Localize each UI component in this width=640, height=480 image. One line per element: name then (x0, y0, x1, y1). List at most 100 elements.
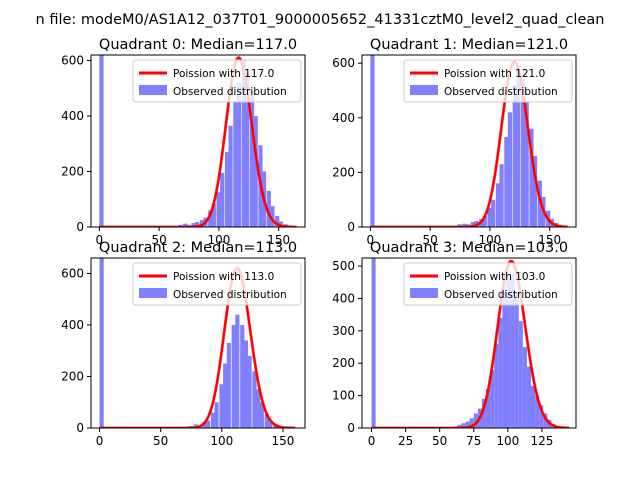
histogram-bar (270, 206, 275, 227)
histogram-bar (264, 413, 269, 428)
y-tick-label: 300 (332, 324, 355, 338)
subplot-title: Quadrant 1: Median=121.0 (370, 37, 568, 53)
histogram-bar (202, 422, 207, 428)
histogram-bar (470, 222, 475, 227)
y-tick-label: 200 (332, 165, 355, 179)
histogram-bar (245, 71, 250, 227)
y-tick-label: 400 (332, 291, 355, 305)
histogram-bar (247, 355, 252, 428)
histogram-bar (481, 398, 487, 428)
histogram-bar (259, 402, 264, 428)
histogram-bar (495, 183, 501, 227)
legend: Poission with 117.0 Observed distribution (132, 59, 302, 103)
subplot-quadrant-3: 0 25 50 75 100 125 0 100 200 300 400 500 Quadrant 3:… (332, 240, 577, 448)
histogram-bar (539, 405, 544, 428)
histogram-bar (99, 55, 104, 227)
legend-entry-poisson: Poission with 117.0 (173, 68, 274, 80)
y-tick-label: 400 (61, 318, 84, 332)
x-tick-label: 0 (368, 434, 376, 448)
legend-frame (403, 262, 573, 306)
legend: Poission with 113.0 Observed distribution (132, 262, 302, 306)
histogram-bar (211, 203, 216, 227)
histogram-bar (228, 125, 233, 227)
legend-entry-observed: Observed distribution (173, 86, 287, 98)
histogram-bar (183, 223, 188, 227)
histogram-bar (219, 384, 224, 428)
y-tick-label: 600 (61, 54, 84, 68)
x-tick-label: 25 (398, 434, 413, 448)
histogram-bar (195, 222, 200, 227)
histogram-bar (498, 317, 503, 428)
histogram-bar (473, 413, 478, 428)
histogram-bar (220, 172, 225, 227)
legend: Poission with 121.0 Observed distribution (403, 59, 573, 103)
poisson-curve (371, 260, 570, 428)
histogram-bar (223, 363, 228, 428)
histogram-bar (486, 389, 491, 428)
subplot-quadrant-0: 0 50 100 150 0 200 400 600 Quadrant 0: Median=11… (61, 37, 306, 247)
x-tick-label: 150 (267, 233, 290, 247)
histogram-bar (99, 258, 104, 428)
x-tick-label: 0 (367, 233, 375, 247)
legend-patch-swatch (410, 85, 438, 95)
histogram-bar (266, 190, 271, 227)
y-tick-label: 0 (76, 220, 84, 234)
axes-frame (90, 257, 306, 429)
histogram-bar (461, 423, 466, 428)
histogram-bar (457, 424, 462, 428)
histogram-bar (241, 60, 246, 227)
axes-frame (90, 54, 306, 228)
legend-entry-poisson: Poission with 113.0 (173, 271, 274, 283)
y-tick-label: 500 (332, 259, 355, 273)
histogram-bar (482, 216, 487, 227)
histogram-bar (371, 258, 376, 428)
x-tick-label: 50 (152, 233, 167, 247)
histogram-bar (243, 340, 249, 428)
histogram-bar (507, 112, 513, 227)
legend-entry-observed: Observed distribution (173, 289, 287, 301)
histogram-bar (370, 55, 375, 227)
histogram-bar (231, 324, 236, 428)
histogram-bar (518, 321, 523, 428)
plot-area (99, 55, 297, 227)
plot-area (99, 258, 296, 428)
histogram-bar (502, 292, 507, 428)
legend-patch-swatch (139, 288, 167, 298)
histogram-bar (535, 395, 540, 428)
x-tick-label: 150 (272, 434, 295, 448)
axes-frame (361, 54, 577, 228)
histogram-bar (504, 136, 509, 227)
legend-entry-observed: Observed distribution (444, 289, 558, 301)
histogram-bar (529, 128, 534, 227)
histogram-bar (543, 413, 548, 428)
y-tick-label: 0 (347, 421, 355, 435)
legend-patch-swatch (139, 85, 167, 95)
histogram-bar (490, 369, 495, 428)
x-tick-label: 100 (207, 233, 230, 247)
subplot-grid: 0 50 100 150 0 200 400 600 Quadrant 0: Median=11… (61, 37, 577, 448)
histogram-bar (465, 421, 470, 428)
subplot-title: Quadrant 0: Median=117.0 (99, 37, 297, 53)
histogram-bar (224, 152, 230, 227)
legend-frame (403, 59, 573, 103)
histogram-bar (208, 210, 213, 227)
histogram-bar (506, 275, 511, 428)
histogram-bar (526, 366, 532, 428)
histogram-bar (521, 79, 526, 227)
legend: Poission with 103.0 Observed distribution (403, 262, 573, 306)
histogram-bar (226, 343, 231, 428)
histogram-bar (514, 292, 519, 428)
y-tick-label: 400 (61, 109, 84, 123)
histogram-bar (268, 420, 273, 428)
histogram-bar (205, 420, 211, 428)
histogram-bar (233, 102, 238, 227)
y-tick-label: 0 (347, 220, 355, 234)
x-tick-label: 50 (423, 233, 438, 247)
y-tick-label: 600 (61, 266, 84, 280)
subplot-quadrant-1: 0 50 100 150 0 200 400 600 Quadrant 1: Median=12… (332, 37, 577, 247)
histogram-bar (240, 324, 245, 428)
legend-entry-observed: Observed distribution (444, 86, 558, 98)
legend-frame (132, 262, 302, 306)
histogram-bar (512, 85, 517, 227)
